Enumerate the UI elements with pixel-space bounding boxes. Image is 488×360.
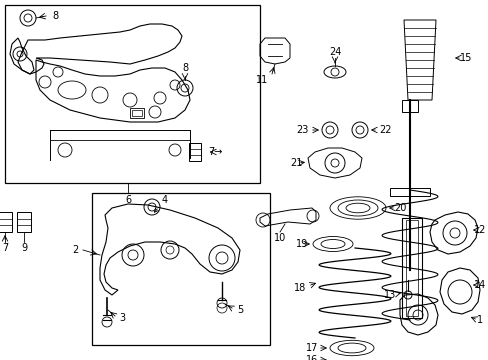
Text: 1: 1 (476, 315, 482, 325)
Text: 17: 17 (305, 343, 318, 353)
Text: 5: 5 (236, 305, 243, 315)
Bar (130, 108, 143, 118)
Text: 9: 9 (21, 243, 27, 253)
Text: 18: 18 (293, 283, 305, 293)
Text: 20: 20 (393, 203, 406, 213)
Text: 22: 22 (378, 125, 390, 135)
Bar (132, 110, 142, 116)
Text: 3: 3 (119, 313, 125, 323)
Bar (401, 100, 417, 112)
Bar (17, 212, 31, 232)
Text: 21: 21 (289, 158, 302, 168)
Text: 7: 7 (2, 243, 8, 253)
Text: 10: 10 (273, 233, 285, 243)
Text: 12: 12 (473, 225, 485, 235)
Bar (5, 5, 260, 183)
Bar (389, 188, 429, 196)
Bar (401, 218, 421, 318)
Bar (0, 212, 12, 232)
Text: 11: 11 (255, 75, 267, 85)
Text: 23: 23 (295, 125, 307, 135)
Text: 2: 2 (72, 245, 78, 255)
Text: 14: 14 (473, 280, 485, 290)
Text: 6: 6 (124, 195, 131, 205)
Text: 4: 4 (154, 195, 168, 212)
Bar (405, 220, 417, 316)
Text: 19: 19 (295, 239, 307, 249)
Bar (92, 193, 269, 345)
Text: 15: 15 (459, 53, 471, 63)
Bar (189, 143, 201, 161)
Text: 8: 8 (52, 11, 58, 21)
Text: 24: 24 (328, 47, 341, 57)
Text: 7→: 7→ (207, 147, 222, 157)
Text: 13: 13 (383, 290, 395, 300)
Text: 16: 16 (305, 355, 318, 360)
Text: 8: 8 (182, 63, 188, 73)
